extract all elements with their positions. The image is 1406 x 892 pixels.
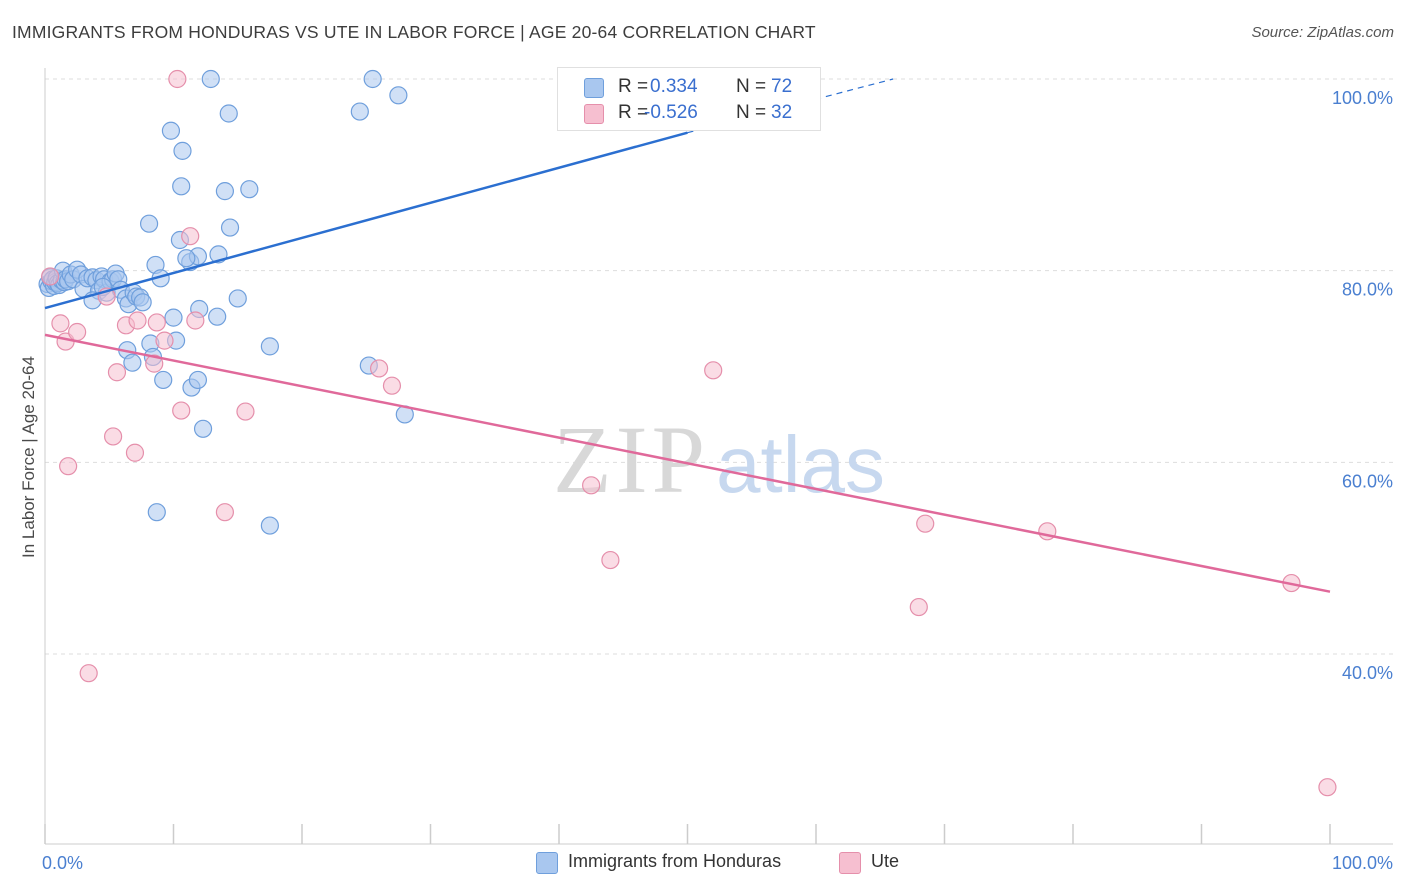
honduras-point [201,69,220,89]
honduras-point [208,307,227,326]
ute-point [601,550,620,570]
honduras-point [177,249,196,268]
y-axis-label: In Labor Force | Age 20-64 [19,356,38,558]
n-label: N = [736,102,767,123]
honduras-point [154,370,173,390]
r-value: -0.526 [644,102,698,123]
honduras-point [215,182,234,201]
honduras-point [260,337,279,356]
series-honduras-points [38,69,585,535]
honduras-point [260,516,279,535]
honduras-point [193,419,213,438]
honduras-point [363,69,382,89]
y-tick-label-100: 100.0% [1332,88,1393,108]
stats-legend: R = 0.334 N = 72 R = -0.526 N = 32 [557,67,821,131]
y-tick-label-80: 80.0% [1342,280,1393,300]
r-label: R = [618,76,649,97]
honduras-point [350,102,369,121]
honduras-point [164,308,183,327]
ute-point [128,311,147,330]
ute-point [909,597,928,617]
honduras-point [139,214,159,233]
ute-point [186,311,205,330]
chart-title: IMMIGRANTS FROM HONDURAS VS UTE IN LABOR… [12,22,816,42]
honduras-point [172,177,191,196]
ute-point [147,313,166,332]
honduras-point [188,370,208,390]
ute-point [236,402,255,421]
x-tick-label-100: 100.0% [1332,853,1393,873]
honduras-point [133,293,152,312]
legend-swatch-ute [839,852,861,874]
legend-swatch-honduras [584,78,604,98]
honduras-point [147,503,166,522]
ute-point [370,359,389,378]
ute-point [215,503,234,522]
trend-line-ute [44,333,1331,593]
ute-point [104,427,123,446]
ute-point [181,227,200,246]
chart-source: Source: ZipAtlas.com [1251,24,1394,41]
legend-swatch-ute [584,104,604,124]
honduras-point [219,104,238,123]
ute-point [582,476,601,495]
tick-labels: 40.0% 60.0% 80.0% 100.0% 0.0% 100.0% [42,88,1393,873]
ute-point [59,457,78,476]
n-value: 72 [771,76,793,97]
legend-label-honduras: Immigrants from Honduras [568,851,782,871]
n-value: 32 [771,102,793,123]
series-ute-points [41,69,1337,797]
r-value: 0.334 [650,76,698,97]
y-tick-label-60: 60.0% [1342,471,1393,491]
honduras-point [123,353,142,372]
ute-point [107,363,127,382]
ute-point [145,354,164,373]
honduras-point [389,86,408,105]
trend-line-honduras [44,131,688,310]
watermark-atlas: atlas [716,420,885,509]
y-tick-label-40: 40.0% [1342,663,1393,683]
ute-point [916,514,935,533]
ute-point [51,314,70,333]
ute-point [704,361,723,380]
legend-label-ute: Ute [871,851,900,871]
ute-point [168,69,187,89]
ute-point [155,331,174,350]
n-label: N = [736,76,767,97]
honduras-point [228,289,247,308]
axes [44,68,1393,845]
watermark: ZIP atlas [553,406,885,513]
ute-point [1318,778,1337,797]
honduras-point [161,121,181,140]
ute-point [172,401,191,420]
r-label: R = [618,102,649,123]
legend-swatch-honduras [536,852,558,874]
honduras-point [220,218,240,237]
honduras-point [173,141,192,160]
ute-point [382,376,402,395]
x-tick-label-0: 0.0% [42,853,83,873]
grid-lines [45,78,1393,655]
ute-point [68,322,87,342]
ute-point [125,443,145,462]
honduras-point [240,180,259,199]
ute-point [41,267,60,286]
ute-point [79,664,98,683]
watermark-zip: ZIP [553,406,709,513]
trend-lines [44,78,1331,593]
